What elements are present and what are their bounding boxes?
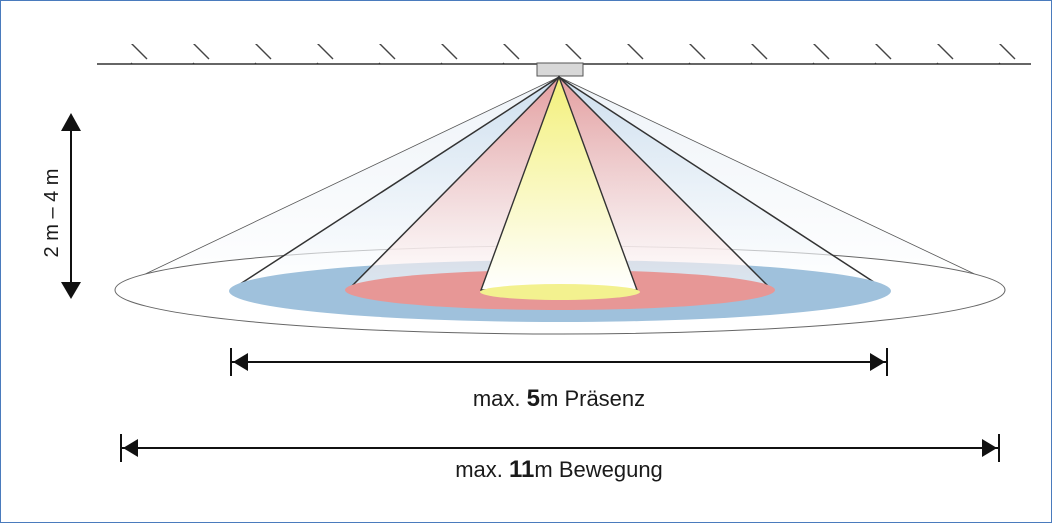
sensor-device bbox=[536, 62, 584, 77]
presence-label: max. 5m Präsenz bbox=[473, 385, 645, 412]
presence-range-arrow bbox=[230, 348, 888, 376]
ceiling bbox=[97, 44, 1031, 65]
zone-core-ellipse bbox=[480, 284, 640, 300]
movement-range-arrow bbox=[120, 434, 1000, 462]
movement-label: max. 11m Bewegung bbox=[455, 456, 663, 483]
height-arrow bbox=[61, 113, 81, 299]
height-label: 2 m – 4 m bbox=[41, 169, 63, 258]
